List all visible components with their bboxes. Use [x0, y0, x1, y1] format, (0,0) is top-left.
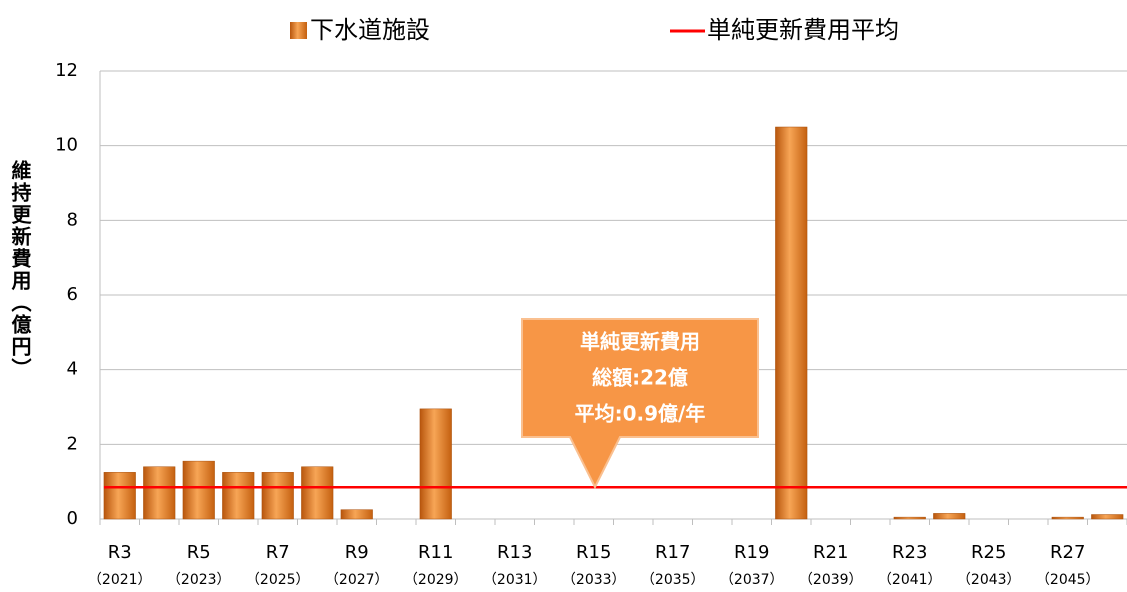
x-tick-year: （2023） [167, 572, 231, 588]
x-tick-label: R5 [187, 542, 211, 563]
x-tick-label: R19 [734, 542, 769, 563]
bar [301, 466, 334, 520]
x-tick-label: R13 [497, 542, 532, 563]
x-tick-label: R21 [813, 542, 848, 563]
callout-text: 単純更新費用 [580, 330, 700, 354]
x-tick-year: （2037） [720, 572, 784, 588]
x-tick-year: （2045） [1036, 572, 1100, 588]
x-tick-label: R25 [971, 542, 1006, 563]
bar [143, 466, 176, 520]
x-tick-year: （2027） [325, 572, 389, 588]
legend-swatch [290, 22, 307, 39]
bar [775, 126, 808, 520]
legend-label: 下水道施設 [310, 16, 430, 44]
x-tick-label: R17 [655, 542, 690, 563]
x-tick-label: R23 [892, 542, 927, 563]
bar [182, 460, 215, 520]
x-tick-label: R7 [266, 542, 290, 563]
bar [261, 472, 294, 520]
callout-text: 平均:0.9億/年 [575, 402, 706, 426]
x-tick-label: R9 [345, 542, 369, 563]
x-tick-year: （2021） [88, 572, 152, 588]
y-tick-label: 4 [67, 359, 78, 380]
x-tick-year: （2025） [246, 572, 310, 588]
legend-label: 単純更新費用平均 [707, 16, 899, 44]
x-tick-year: （2041） [878, 572, 942, 588]
x-tick-year: （2039） [799, 572, 863, 588]
x-tick-year: （2029） [404, 572, 468, 588]
y-tick-label: 12 [55, 60, 78, 81]
bar [1091, 514, 1124, 520]
bar [103, 472, 136, 520]
y-tick-label: 2 [67, 433, 78, 454]
bar [1051, 516, 1084, 520]
bar [419, 408, 452, 520]
bar [893, 516, 926, 520]
x-tick-year: （2035） [641, 572, 705, 588]
callout [521, 318, 759, 490]
bar [933, 513, 966, 520]
bar [340, 509, 373, 520]
x-tick-label: R27 [1050, 542, 1085, 563]
y-tick-label: 8 [67, 209, 78, 230]
y-tick-label: 0 [67, 508, 78, 529]
callout-text: 総額:22億 [592, 366, 688, 390]
y-tick-label: 10 [55, 135, 78, 156]
y-axis-label: 維持更新費用（億円） [8, 160, 32, 380]
y-tick-label: 6 [67, 284, 78, 305]
x-tick-year: （2033） [562, 572, 626, 588]
x-tick-label: R3 [108, 542, 132, 563]
bar [222, 472, 255, 520]
x-tick-year: （2043） [957, 572, 1021, 588]
x-tick-label: R15 [576, 542, 611, 563]
x-tick-label: R11 [418, 542, 453, 563]
x-tick-year: （2031） [483, 572, 547, 588]
